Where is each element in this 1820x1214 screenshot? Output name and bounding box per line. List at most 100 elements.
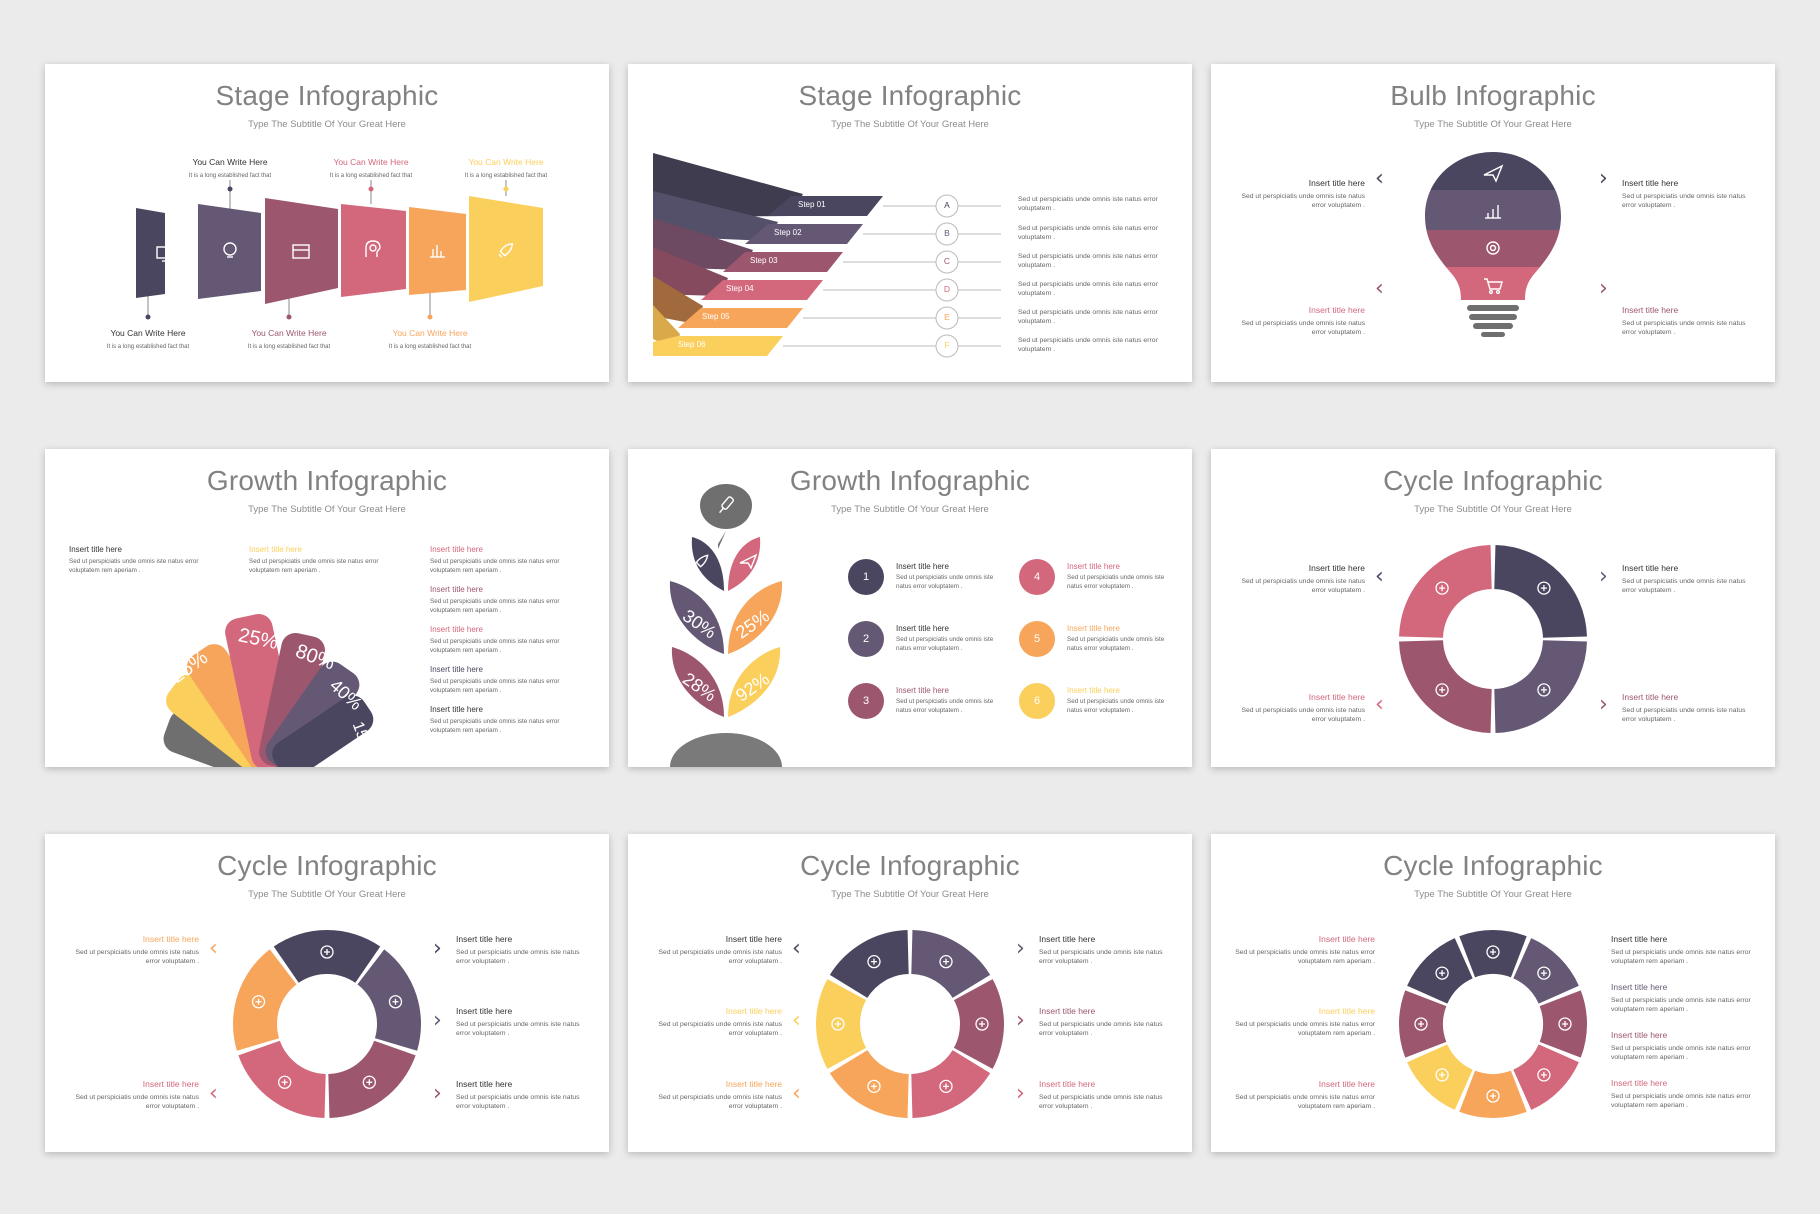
- item-title-5: Insert title here: [1067, 624, 1120, 633]
- number-badge-2: 2: [862, 633, 870, 645]
- item-text-tr: Sed ut perspiciatis unde omnis iste natu…: [1622, 578, 1746, 595]
- item-title-l2: Insert title here: [725, 1006, 782, 1016]
- ring-segment: [1407, 1044, 1473, 1110]
- slide-stage-infographic-1[interactable]: Stage Infographic Type The Subtitle Of Y…: [45, 64, 609, 382]
- label-text-5: It is a long established fact that: [247, 344, 331, 350]
- item-text-4: Sed ut perspiciatis unde omnis iste natu…: [430, 598, 560, 614]
- slide-cycle-infographic-3[interactable]: Cycle Infographic Type The Subtitle Of Y…: [628, 834, 1192, 1152]
- growth-leaf-graphic: 30% 25% 28% 92%: [669, 484, 1055, 767]
- item-title-l2: Insert title here: [1318, 1006, 1375, 1016]
- item-title-r3: Insert title here: [1611, 1030, 1668, 1040]
- label-text-2: It is a long established fact that: [329, 173, 413, 179]
- item-title-r2: Insert title here: [1039, 1006, 1096, 1016]
- cycle-ring-6: [816, 930, 1004, 1118]
- item-title-l2: Insert title here: [142, 1079, 199, 1089]
- item-text-bl: Sed ut perspiciatis unde omnis iste natu…: [1241, 707, 1365, 724]
- chevron-left-icon: ‹: [792, 1081, 801, 1106]
- item-text-3: Sed ut perspiciatis unde omnis iste natu…: [896, 698, 994, 714]
- slide-growth-infographic-2[interactable]: Growth Infographic Type The Subtitle Of …: [628, 449, 1192, 767]
- paper-plane-icon: [739, 553, 758, 570]
- item-text-l1: Sed ut perspiciatis unde omnis iste natu…: [658, 949, 782, 966]
- cycle-ring-5: [233, 930, 421, 1118]
- item-text-r3: Sed ut perspiciatis unde omnis iste natu…: [1611, 1045, 1751, 1062]
- step-desc-e: Sed ut perspiciatis unde omnis iste natu…: [1018, 309, 1158, 326]
- building-icon: [1537, 966, 1551, 980]
- item-text-r4: Sed ut perspiciatis unde omnis iste natu…: [1611, 1093, 1751, 1110]
- item-text-tl: Sed ut perspiciatis unde omnis iste natu…: [1241, 193, 1365, 210]
- slide-title: Growth Infographic: [206, 465, 448, 496]
- cycle-ring-4: [1399, 545, 1587, 733]
- fan-value-2: 72%: [106, 671, 146, 717]
- item-title-3: Insert title here: [896, 686, 949, 695]
- label-heading-5: You Can Write Here: [251, 328, 327, 338]
- item-title-l1: Insert title here: [725, 934, 782, 944]
- item-text-2: Sed ut perspiciatis unde omnis iste natu…: [249, 558, 379, 574]
- ring-segment: [1399, 640, 1492, 733]
- slide-stage-infographic-2[interactable]: Stage Infographic Type The Subtitle Of Y…: [628, 64, 1192, 382]
- slide-title: Bulb Infographic: [1390, 80, 1596, 111]
- slide-growth-infographic-1[interactable]: Growth Infographic Type The Subtitle Of …: [45, 449, 609, 767]
- slide-subtitle: Type The Subtitle Of Your Great Here: [248, 504, 406, 515]
- gear-icon: [831, 1017, 845, 1031]
- step-desc-a: Sed ut perspiciatis unde omnis iste natu…: [1018, 196, 1158, 213]
- item-title-r3: Insert title here: [456, 1079, 513, 1089]
- gear-icon: [1486, 241, 1500, 255]
- chevron-right-icon: ›: [1599, 564, 1608, 589]
- bulb-graphic: [1425, 152, 1561, 337]
- ring-segment: [1399, 545, 1492, 638]
- slide-subtitle: Type The Subtitle Of Your Great Here: [831, 119, 989, 130]
- ring-segment: [1513, 938, 1579, 1004]
- item-text-5: Sed ut perspiciatis unde omnis iste natu…: [1067, 636, 1165, 652]
- coins-icon: [1435, 683, 1449, 697]
- item-text-r1: Sed ut perspiciatis unde omnis iste natu…: [456, 949, 580, 966]
- step-label-3: Step 03: [750, 256, 778, 265]
- item-text-6: Sed ut perspiciatis unde omnis iste natu…: [430, 678, 560, 694]
- fan-value-1: 68%: [69, 721, 98, 764]
- ring-segment: [953, 979, 1004, 1069]
- ring-segment: [829, 930, 909, 998]
- item-text-l1: Sed ut perspiciatis unde omnis iste natu…: [1235, 949, 1375, 966]
- slide-subtitle: Type The Subtitle Of Your Great Here: [248, 119, 406, 130]
- item-text-1: Sed ut perspiciatis unde omnis iste natu…: [896, 574, 994, 590]
- item-title-r1: Insert title here: [456, 934, 513, 944]
- step-ladder-graphic: [653, 153, 1001, 358]
- slide-subtitle: Type The Subtitle Of Your Great Here: [1414, 119, 1572, 130]
- storefront-icon: [1435, 966, 1449, 980]
- item-title-6: Insert title here: [430, 665, 483, 674]
- item-text-br: Sed ut perspiciatis unde omnis iste natu…: [1622, 707, 1746, 724]
- item-title-tl: Insert title here: [1308, 178, 1365, 188]
- paper-plane-icon: [1483, 164, 1504, 183]
- item-text-6: Sed ut perspiciatis unde omnis iste natu…: [1067, 698, 1165, 714]
- monitor-icon: [320, 945, 334, 959]
- item-title-tl: Insert title here: [1308, 563, 1365, 573]
- slide-cycle-infographic-4[interactable]: Cycle Infographic Type The Subtitle Of Y…: [1211, 834, 1775, 1152]
- ring-segment: [911, 930, 991, 998]
- item-text-br: Sed ut perspiciatis unde omnis iste natu…: [1622, 320, 1746, 337]
- slide-bulb-infographic[interactable]: Bulb Infographic Type The Subtitle Of Yo…: [1211, 64, 1775, 382]
- step-desc-f: Sed ut perspiciatis unde omnis iste natu…: [1018, 337, 1158, 354]
- ring-segment: [911, 1050, 991, 1118]
- step-letter-f: F: [944, 340, 950, 350]
- item-title-bl: Insert title here: [1308, 305, 1365, 315]
- step-desc-c: Sed ut perspiciatis unde omnis iste natu…: [1018, 253, 1158, 270]
- slide-subtitle: Type The Subtitle Of Your Great Here: [831, 504, 989, 515]
- item-text-1: Sed ut perspiciatis unde omnis iste natu…: [69, 558, 199, 574]
- chevron-left-icon: ‹: [792, 936, 801, 961]
- slide-subtitle: Type The Subtitle Of Your Great Here: [831, 889, 989, 900]
- cart-icon: [1484, 278, 1503, 295]
- item-title-7: Insert title here: [430, 705, 483, 714]
- coins-icon: [1414, 1017, 1428, 1031]
- number-badge-3: 3: [862, 695, 870, 707]
- label-heading-2: You Can Write Here: [333, 157, 409, 167]
- item-text-r2: Sed ut perspiciatis unde omnis iste natu…: [1611, 997, 1751, 1014]
- label-text-1: It is a long established fact that: [188, 173, 272, 179]
- item-title-r3: Insert title here: [1039, 1079, 1096, 1089]
- slide-cycle-infographic-2[interactable]: Cycle Infographic Type The Subtitle Of Y…: [45, 834, 609, 1152]
- ring-segment: [1494, 545, 1587, 638]
- item-text-tl: Sed ut perspiciatis unde omnis iste natu…: [1241, 578, 1365, 595]
- slide-title: Growth Infographic: [789, 465, 1031, 496]
- item-title-l1: Insert title here: [1318, 934, 1375, 944]
- slide-cycle-infographic-1[interactable]: Cycle Infographic Type The Subtitle Of Y…: [1211, 449, 1775, 767]
- chevron-right-icon: ›: [433, 936, 442, 961]
- item-title-bl: Insert title here: [1308, 692, 1365, 702]
